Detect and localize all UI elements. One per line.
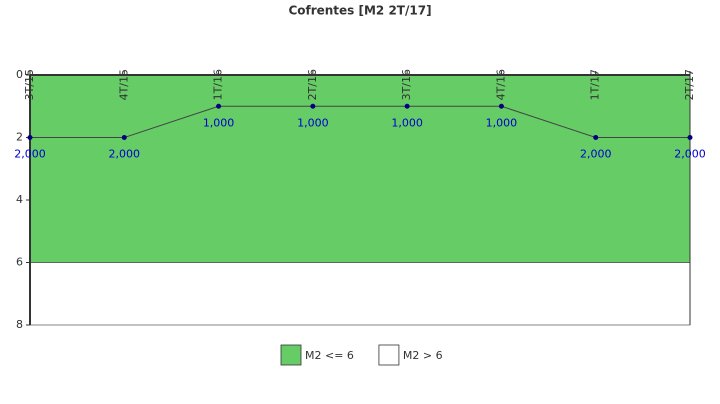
data-point bbox=[216, 103, 222, 109]
y-tick-label: 8 bbox=[16, 318, 23, 331]
data-point bbox=[27, 135, 33, 140]
data-point bbox=[404, 103, 410, 109]
data-label: 1,000 bbox=[391, 116, 423, 129]
band bbox=[29, 74, 691, 263]
y-tick-label: 6 bbox=[16, 256, 23, 269]
data-label: 1,000 bbox=[203, 116, 235, 129]
data-line bbox=[30, 105, 690, 138]
data-point bbox=[593, 135, 599, 140]
legend-swatch bbox=[280, 344, 302, 366]
x-tick-label: 4T/16 bbox=[494, 69, 507, 100]
x-tick-label: 3T/16 bbox=[400, 69, 413, 100]
y-tick-label: 2 bbox=[16, 131, 23, 144]
x-tick-label: 1T/17 bbox=[589, 69, 602, 100]
data-point bbox=[498, 103, 504, 109]
y-tick-label: 0 bbox=[16, 68, 23, 81]
data-label: 1,000 bbox=[297, 116, 329, 129]
legend-label: M2 <= 6 bbox=[305, 349, 354, 362]
band bbox=[29, 262, 691, 326]
data-label: 1,000 bbox=[486, 116, 518, 129]
x-tick-label: 2T/16 bbox=[306, 69, 319, 100]
legend-label: M2 > 6 bbox=[403, 349, 443, 362]
x-tick-label: 4T/15 bbox=[117, 69, 130, 100]
legend-swatch bbox=[378, 344, 400, 366]
chart-title: Cofrentes [M2 2T/17] bbox=[288, 4, 431, 18]
data-point bbox=[121, 135, 127, 140]
data-label: 2,000 bbox=[580, 148, 612, 161]
data-point bbox=[687, 135, 693, 140]
data-label: 2,000 bbox=[109, 148, 141, 161]
data-label: 2,000 bbox=[674, 148, 706, 161]
x-tick-label: 1T/16 bbox=[212, 69, 225, 100]
y-tick-label: 4 bbox=[16, 193, 23, 206]
data-label: 2,000 bbox=[14, 148, 46, 161]
x-tick-label: 2T/17 bbox=[683, 69, 696, 100]
data-point bbox=[310, 103, 316, 109]
x-tick-label: 3T/15 bbox=[23, 69, 36, 100]
